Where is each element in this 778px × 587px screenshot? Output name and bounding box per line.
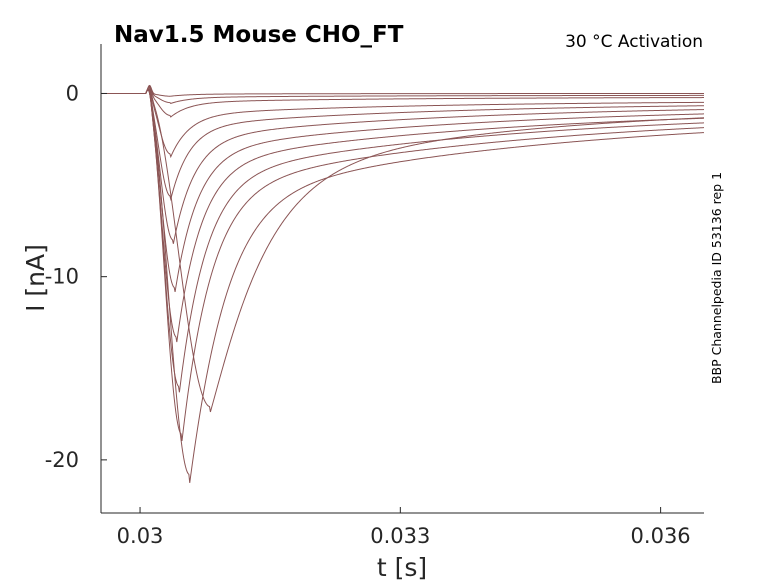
series-line-1 (101, 84, 704, 97)
y-axis-label: I [nA] (21, 244, 50, 312)
traces (101, 84, 705, 483)
y-tick-label: -10 (45, 265, 79, 289)
y-tick-label: 0 (66, 81, 79, 105)
series-line-9 (101, 89, 705, 393)
series-line-5 (101, 88, 705, 202)
side-label: BBP Channelpedia ID 53136 rep 1 (709, 172, 724, 384)
x-tick-label: 0.036 (631, 524, 691, 548)
series-line-6 (101, 88, 705, 244)
series-line-7 (101, 89, 705, 293)
x-tick-label: 0.03 (117, 524, 164, 548)
y-ticks: 0 -10 -20 (45, 81, 107, 472)
series-line-8 (101, 89, 705, 343)
x-ticks: 0.03 0.033 0.036 (117, 507, 691, 548)
x-tick-label: 0.033 (370, 524, 430, 548)
series-line-12 (101, 86, 705, 413)
series-line-10 (101, 89, 705, 441)
chart-title: Nav1.5 Mouse CHO_FT (114, 22, 404, 48)
series-line-2 (101, 85, 705, 104)
series-line-11 (101, 88, 705, 483)
x-axis-label: t [s] (377, 553, 427, 582)
series-line-3 (101, 85, 704, 118)
chart-subtitle: 30 °C Activation (565, 32, 703, 52)
y-tick-label: -20 (45, 448, 79, 472)
series-line-4 (101, 87, 704, 159)
